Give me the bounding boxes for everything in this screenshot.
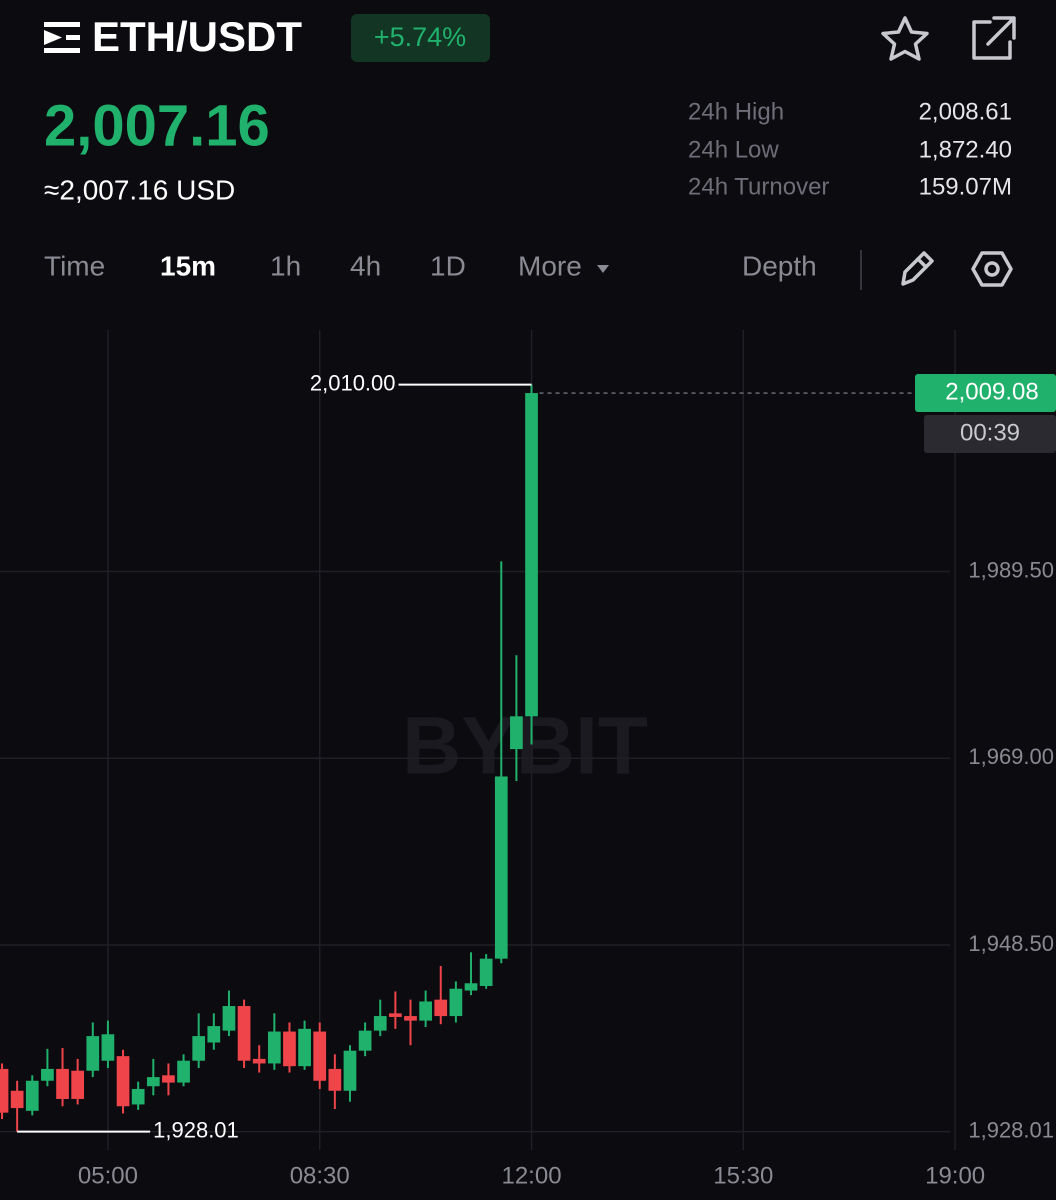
candle-body <box>358 1030 372 1051</box>
tab[interactable]: 4h <box>350 250 381 281</box>
countdown: 00:39 <box>960 419 1020 446</box>
candle-body <box>56 1068 69 1099</box>
change-badge <box>351 14 490 62</box>
x-tick-label: 08:30 <box>290 1162 350 1189</box>
candle-body <box>10 1090 24 1109</box>
stat-value: 159.07M <box>919 173 1012 200</box>
candle-body <box>479 958 493 986</box>
candle-body <box>0 1068 9 1113</box>
high-label: 2,010.00 <box>310 370 396 395</box>
x-tick-label: 05:00 <box>78 1162 138 1189</box>
candle-body <box>298 1028 311 1067</box>
stat-label: 24h Turnover <box>688 173 829 200</box>
candle-body <box>328 1068 342 1091</box>
candle-body <box>494 776 508 959</box>
tab[interactable]: More <box>518 250 582 281</box>
candle-body <box>192 1036 206 1061</box>
candle-body <box>41 1068 54 1081</box>
candle-body <box>237 1006 251 1061</box>
x-tick-label: 15:30 <box>713 1162 773 1189</box>
candle-body <box>222 1006 236 1031</box>
tab[interactable]: Time <box>44 250 105 281</box>
watermark: BYBIT <box>402 701 648 792</box>
stat-value: 2,008.61 <box>919 98 1012 125</box>
candle-body <box>389 1013 402 1017</box>
tab[interactable]: 1D <box>430 250 466 281</box>
share-icon[interactable] <box>972 16 1016 60</box>
candle-body <box>343 1050 357 1091</box>
y-tick-label: 1,948.50 <box>968 931 1054 956</box>
chart: BYBIT 05:00 08:30 12:00 15:30 19:00 1,928.01 1,… <box>0 330 1056 1189</box>
candle-body <box>252 1058 266 1064</box>
tab[interactable]: 15m <box>160 250 216 281</box>
stat-value: 1,872.40 <box>919 136 1012 163</box>
candle-body <box>207 1026 221 1043</box>
last-price-label: 2,009.08 <box>945 378 1038 405</box>
dropdown-arrow <box>597 265 609 273</box>
settings-icon[interactable] <box>971 251 1013 287</box>
candle-body <box>177 1060 190 1083</box>
countdown-box <box>924 415 1056 454</box>
candle-body <box>71 1070 85 1099</box>
x-tick-label: 12:00 <box>501 1162 561 1189</box>
candle-body <box>313 1031 327 1081</box>
candle-body <box>283 1031 296 1067</box>
menu-icon[interactable] <box>44 22 80 53</box>
candle-body <box>101 1034 115 1061</box>
y-tick-label: 1,969.00 <box>968 744 1054 769</box>
favorite-icon[interactable] <box>881 16 929 61</box>
candle-body <box>373 1016 387 1031</box>
candle-body <box>419 1001 432 1021</box>
low-label: 1,928.01 <box>153 1117 239 1142</box>
candle-body <box>449 988 463 1017</box>
candle-body <box>404 1016 417 1021</box>
y-tick-label: 1,928.01 <box>968 1117 1054 1142</box>
draw-icon[interactable] <box>901 251 934 286</box>
candle-body <box>146 1077 160 1087</box>
candle-body <box>162 1075 175 1083</box>
y-tick-label: 1,989.50 <box>968 557 1054 582</box>
candle-body <box>525 393 538 717</box>
candle-body <box>25 1080 39 1111</box>
candle-body <box>86 1036 100 1071</box>
symbol[interactable]: ETH/USDT <box>92 13 302 60</box>
price-usd: ≈2,007.16 USD <box>44 174 235 205</box>
change: +5.74% <box>374 22 466 52</box>
candle-body <box>267 1031 281 1064</box>
x-tick-label: 19:00 <box>925 1162 985 1189</box>
candle-body <box>434 999 448 1017</box>
tab[interactable]: 1h <box>270 250 301 281</box>
candle-body <box>131 1088 145 1105</box>
candle-body <box>464 983 478 991</box>
candle-body <box>116 1056 130 1107</box>
last-price: 2,007.16 <box>44 93 270 158</box>
candle-body <box>510 716 523 750</box>
depth-tab[interactable]: Depth <box>742 250 817 281</box>
stat-label: 24h High <box>688 98 784 125</box>
last-price-box <box>915 374 1056 413</box>
stat-label: 24h Low <box>688 136 779 163</box>
